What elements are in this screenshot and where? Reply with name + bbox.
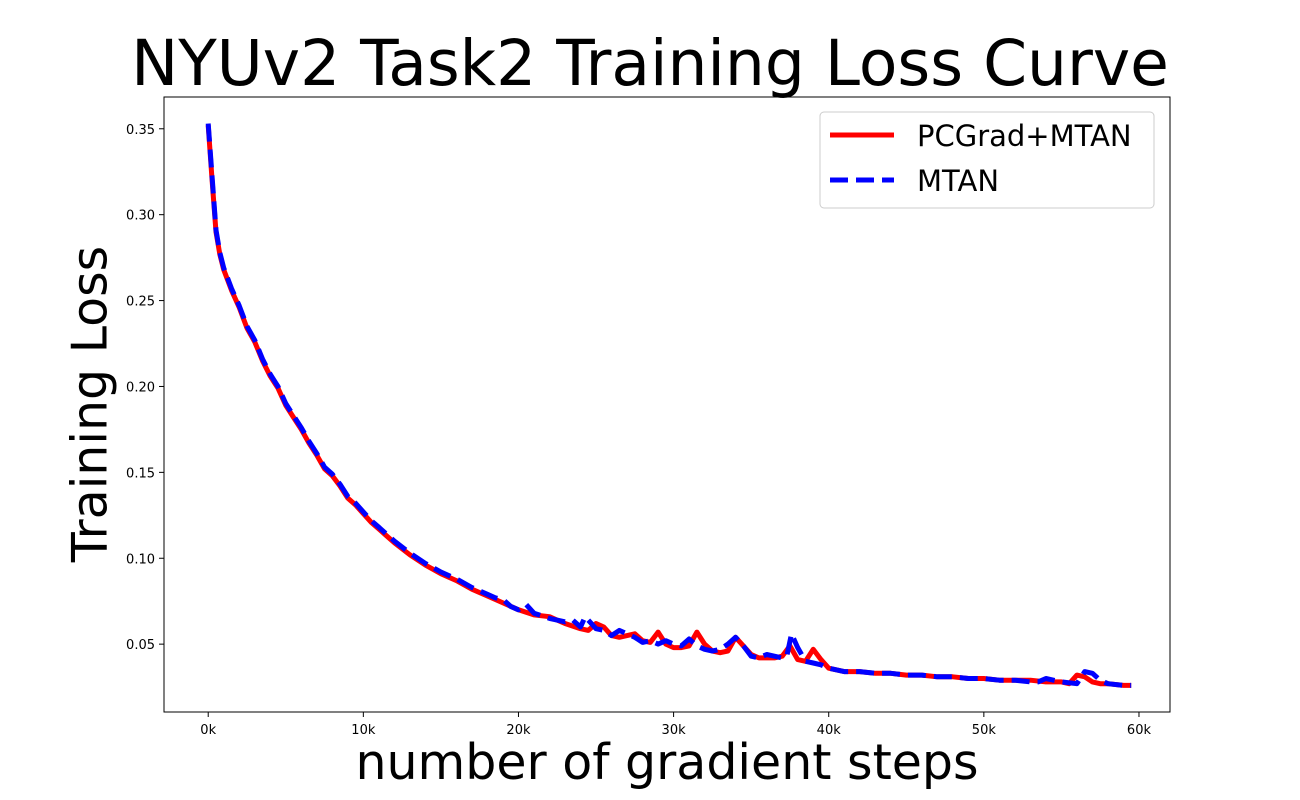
- y-tick-label: 0.05: [126, 638, 155, 653]
- series-line-pcgrad-mtan: [205, 125, 1132, 688]
- x-tick-label: 60k: [1127, 723, 1152, 738]
- legend-label-mtan: MTAN: [917, 164, 999, 198]
- legend: PCGrad+MTAN MTAN: [819, 111, 1155, 209]
- axis-layer: 0k 10k 20k 30k 40k 50k 60k 0.05 0.10 0.15 0.20 0.25…: [126, 123, 1151, 738]
- chart-title: NYUv2 Task2 Training Loss Curve: [131, 27, 1169, 100]
- y-tick-label: 0.25: [126, 295, 155, 310]
- x-tick-label: 10k: [351, 723, 376, 738]
- x-tick-label: 20k: [506, 723, 531, 738]
- legend-label-pcgrad-mtan: PCGrad+MTAN: [917, 119, 1132, 153]
- x-axis-label: number of gradient steps: [355, 734, 979, 791]
- x-tick-label: 0k: [200, 723, 216, 738]
- x-tick-label: 50k: [972, 723, 997, 738]
- series-layer: [205, 123, 1132, 688]
- plot-frame: [163, 96, 1171, 713]
- y-tick-label: 0.15: [126, 466, 155, 481]
- x-tick-label: 40k: [817, 723, 842, 738]
- y-tick-label: 0.20: [126, 380, 155, 395]
- y-tick-label: 0.30: [126, 209, 155, 224]
- legend-box: [819, 111, 1155, 209]
- x-tick-label: 30k: [662, 723, 687, 738]
- y-tick-label: 0.10: [126, 552, 155, 567]
- y-tick-label: 0.35: [126, 123, 155, 138]
